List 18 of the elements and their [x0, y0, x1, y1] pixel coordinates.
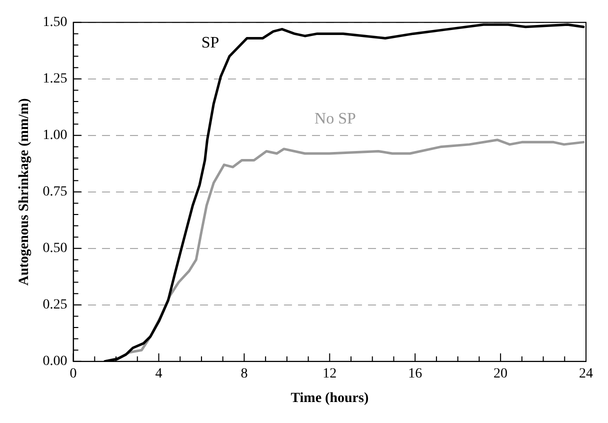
y-tick-label: 1.50 [42, 15, 68, 30]
y-tick-label: 1.00 [42, 128, 68, 144]
y-tick-label: 0.00 [42, 354, 68, 370]
x-tick-label: 12 [322, 366, 337, 382]
series-label: No SP [314, 110, 356, 128]
x-tick-label: 8 [240, 366, 248, 382]
x-tick-label: 0 [70, 366, 77, 382]
x-tick-label: 20 [494, 366, 508, 382]
x-tick-label: 24 [579, 366, 593, 382]
x-tick-label: 16 [408, 366, 422, 382]
y-tick-label: 1.25 [42, 72, 68, 87]
y-axis-title: Autogenous Shrinkage (mm/m) [17, 98, 32, 286]
y-tick-label: 0.75 [42, 184, 68, 200]
x-axis-title: Time (hours) [290, 391, 369, 406]
x-tick-label: 4 [155, 366, 162, 382]
y-tick-label: 0.50 [42, 241, 68, 256]
y-tick-label: 0.25 [42, 298, 68, 313]
series-label: SP [201, 34, 220, 52]
